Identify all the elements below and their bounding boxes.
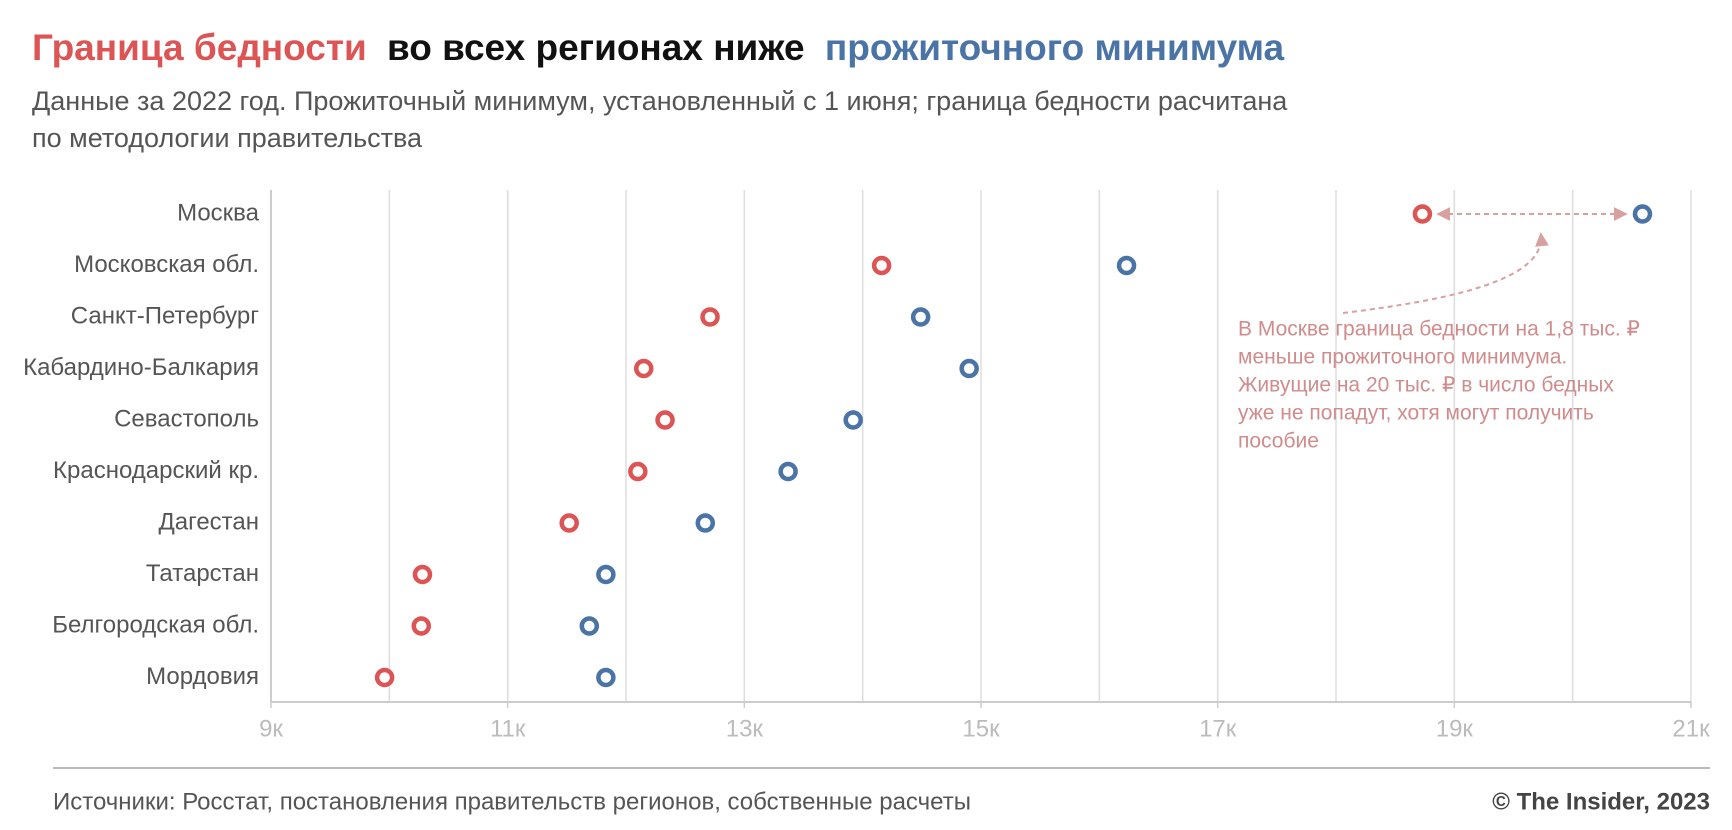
dot: [655, 410, 675, 430]
title-part: Граница бедности: [32, 27, 367, 68]
dot: [634, 358, 654, 379]
dot: [559, 513, 579, 533]
dot: [411, 616, 432, 636]
annotation: меньше прожиточного минимума.: [1238, 346, 1567, 369]
y-tick-label: Кабардино-Балкария: [23, 354, 259, 381]
y-tick-label: Дагестан: [159, 508, 260, 535]
dot: [871, 255, 892, 276]
dot: [778, 461, 798, 482]
x-tick-label: 15к: [962, 715, 1000, 742]
subtitle: Данные за 2022 год. Прожиточный минимум,…: [32, 86, 1288, 116]
dot: [596, 564, 616, 585]
annotation: В Москве граница бедности на 1,8 тыс. ₽: [1238, 318, 1640, 341]
x-tick-label: 17к: [1199, 715, 1237, 742]
credit: © The Insider, 2023: [1492, 788, 1710, 815]
y-tick-label: Севастополь: [114, 405, 259, 432]
annotation: пособие: [1238, 430, 1319, 453]
x-tick-label: 9к: [259, 715, 283, 742]
annotation-arrow: [1342, 232, 1549, 314]
dot: [700, 307, 720, 327]
y-tick-label: Белгородская обл.: [52, 611, 259, 638]
y-tick-label: Мордовия: [146, 663, 259, 690]
dot: [1116, 255, 1137, 276]
subtitle: по методологии правительства: [32, 123, 423, 153]
y-tick-label: Московская обл.: [74, 251, 259, 278]
y-tick-label: Москва: [177, 199, 260, 226]
dot: [374, 667, 395, 688]
y-tick-label: Санкт-Петербург: [71, 302, 259, 329]
source: Источники: Росстат, постановления правит…: [53, 788, 971, 815]
title-part: прожиточного минимума: [825, 27, 1285, 68]
annotation: Живущие на 20 тыс. ₽ в число бедных: [1238, 374, 1614, 397]
dot: [628, 461, 648, 482]
dot: [695, 513, 716, 533]
x-tick-label: 13к: [726, 715, 764, 742]
y-tick-label: Татарстан: [146, 560, 259, 587]
y-tick-label: Краснодарский кр.: [53, 457, 259, 484]
x-tick-label: 11к: [490, 715, 526, 742]
dot: [843, 410, 863, 430]
dot: [596, 667, 616, 688]
dot: [1632, 204, 1653, 224]
title-part: во всех регионах ниже: [387, 27, 805, 68]
dot: [959, 358, 979, 379]
x-tick-label: 19к: [1436, 715, 1474, 742]
chart-title: Граница бедности во всех регионах ниже п…: [32, 27, 1285, 68]
dot: [910, 307, 931, 327]
dot: [412, 564, 433, 585]
dot: [579, 616, 600, 636]
dot: [1412, 204, 1433, 224]
x-tick-label: 21к: [1672, 715, 1710, 742]
annotation: уже не попадут, хотя могут получить: [1238, 402, 1594, 425]
